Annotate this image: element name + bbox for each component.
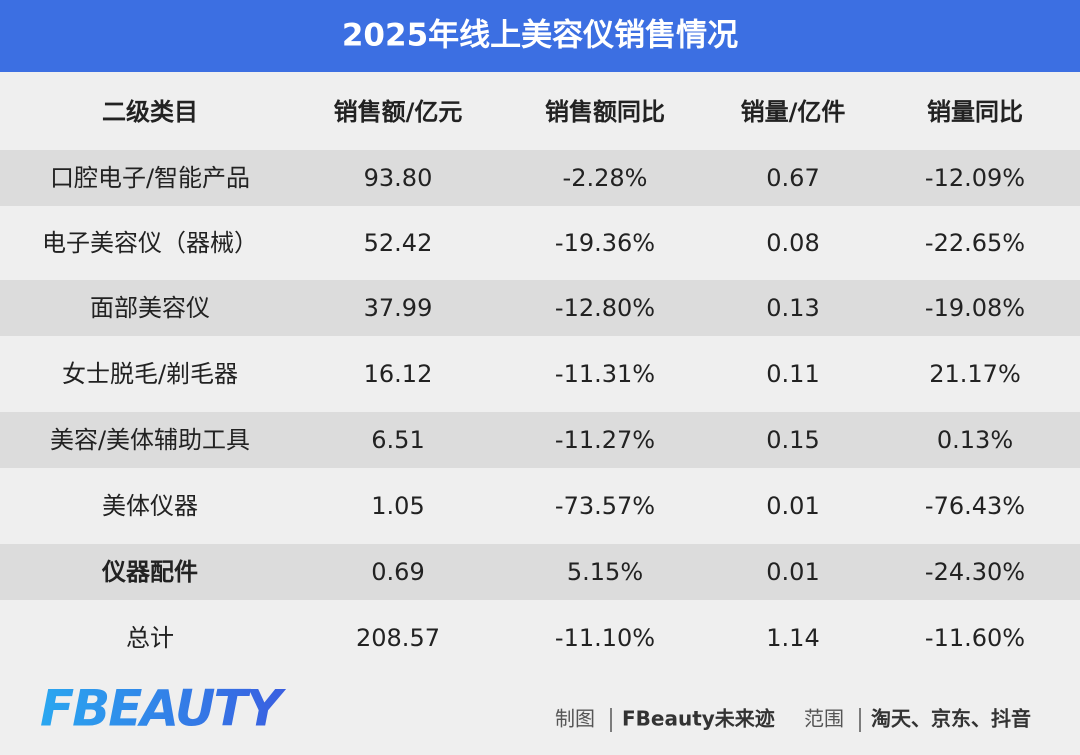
cell: 总计 (126, 624, 174, 652)
credit-label: 制图 (555, 707, 595, 731)
cell: 0.69 (371, 558, 424, 586)
cell: 93.80 (364, 164, 433, 192)
cell: 208.57 (356, 624, 440, 652)
scope: 淘天、京东、抖音 (871, 707, 1031, 731)
cell: 21.17% (929, 360, 1021, 388)
cell: 0.01 (766, 492, 819, 520)
cell: -11.27% (555, 426, 655, 454)
cell: -19.36% (555, 229, 655, 257)
credit: FBeauty未来迹 (622, 707, 775, 731)
cell: -12.80% (555, 294, 655, 322)
scope-label: 范围 (804, 707, 844, 731)
cell: 美容/美体辅助工具 (50, 426, 250, 454)
cell: -12.09% (925, 164, 1025, 192)
cell: 37.99 (364, 294, 433, 322)
cell: 0.67 (766, 164, 819, 192)
cell: 口腔电子/智能产品 (50, 164, 250, 192)
cell: 52.42 (364, 229, 433, 257)
row-background (0, 468, 1080, 544)
cell: -24.30% (925, 558, 1025, 586)
cell: -11.60% (925, 624, 1025, 652)
row-background (0, 280, 1080, 336)
cell: -11.10% (555, 624, 655, 652)
cell: -22.65% (925, 229, 1025, 257)
row-background (0, 206, 1080, 280)
cell: 0.01 (766, 558, 819, 586)
row-background (0, 600, 1080, 676)
row-background (0, 336, 1080, 412)
cell: 电子美容仪（器械） (42, 229, 258, 257)
cell: -76.43% (925, 492, 1025, 520)
cell: 0.15 (766, 426, 819, 454)
cell: 0.13 (766, 294, 819, 322)
column-header: 销量同比 (927, 98, 1023, 126)
title-bar (0, 0, 1080, 72)
row-background (0, 412, 1080, 468)
cell: 5.15% (567, 558, 643, 586)
cell: 美体仪器 (102, 492, 198, 520)
cell: -73.57% (555, 492, 655, 520)
cell: 0.13% (937, 426, 1013, 454)
cell: 女士脱毛/剃毛器 (62, 360, 238, 388)
cell: -2.28% (563, 164, 648, 192)
column-header: 销量/亿件 (741, 98, 846, 126)
cell: 1.05 (371, 492, 424, 520)
title: 2025年线上美容仪销售情况 (342, 18, 738, 54)
cell: -11.31% (555, 360, 655, 388)
row-background (0, 150, 1080, 206)
column-header: 二级类目 (102, 98, 198, 126)
cell: 面部美容仪 (90, 294, 210, 322)
column-header: 销售额同比 (545, 98, 665, 126)
cell: 0.11 (766, 360, 819, 388)
column-header: 销售额/亿元 (334, 98, 463, 126)
cell: -19.08% (925, 294, 1025, 322)
cell: 仪器配件 (101, 558, 198, 586)
cell: 0.08 (766, 229, 819, 257)
logo: FBEAUTY (40, 680, 287, 738)
cell: 16.12 (364, 360, 433, 388)
cell: 6.51 (371, 426, 424, 454)
cell: 1.14 (766, 624, 819, 652)
row-background (0, 544, 1080, 600)
